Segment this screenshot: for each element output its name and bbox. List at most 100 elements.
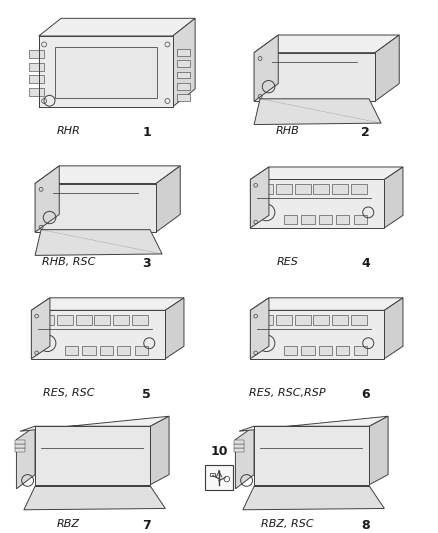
Polygon shape (173, 18, 195, 107)
FancyBboxPatch shape (319, 215, 332, 224)
Text: 10: 10 (210, 445, 228, 458)
Polygon shape (370, 416, 388, 484)
FancyBboxPatch shape (336, 346, 350, 355)
Polygon shape (385, 167, 403, 228)
FancyBboxPatch shape (132, 315, 148, 325)
FancyBboxPatch shape (82, 346, 95, 355)
FancyBboxPatch shape (276, 315, 292, 325)
Text: 3: 3 (142, 257, 151, 270)
FancyBboxPatch shape (284, 215, 297, 224)
FancyBboxPatch shape (234, 444, 244, 448)
FancyBboxPatch shape (234, 448, 244, 453)
Polygon shape (156, 166, 180, 232)
FancyBboxPatch shape (284, 346, 297, 355)
Polygon shape (251, 298, 403, 310)
Text: 8: 8 (361, 519, 370, 532)
FancyBboxPatch shape (75, 315, 92, 325)
FancyBboxPatch shape (319, 346, 332, 355)
FancyBboxPatch shape (257, 315, 273, 325)
FancyBboxPatch shape (38, 315, 54, 325)
Polygon shape (254, 99, 381, 125)
FancyBboxPatch shape (254, 53, 375, 101)
FancyBboxPatch shape (134, 346, 148, 355)
FancyBboxPatch shape (276, 184, 292, 194)
FancyBboxPatch shape (177, 71, 190, 78)
FancyBboxPatch shape (94, 315, 110, 325)
Polygon shape (236, 426, 254, 489)
Text: 5: 5 (142, 388, 151, 401)
Text: 2: 2 (361, 126, 370, 139)
FancyBboxPatch shape (57, 315, 73, 325)
Polygon shape (254, 35, 278, 101)
Polygon shape (17, 426, 35, 489)
Polygon shape (151, 416, 169, 484)
Text: RES, RSC: RES, RSC (43, 388, 94, 398)
Polygon shape (251, 298, 269, 359)
Text: 7: 7 (142, 519, 151, 532)
FancyBboxPatch shape (251, 310, 385, 359)
Polygon shape (385, 298, 403, 359)
FancyBboxPatch shape (351, 184, 367, 194)
FancyBboxPatch shape (251, 180, 385, 228)
Polygon shape (32, 298, 50, 359)
Text: RHB: RHB (276, 126, 300, 136)
Text: RES: RES (277, 257, 298, 267)
Polygon shape (35, 166, 59, 232)
FancyBboxPatch shape (336, 215, 350, 224)
FancyBboxPatch shape (294, 315, 311, 325)
FancyBboxPatch shape (29, 50, 44, 58)
FancyBboxPatch shape (65, 346, 78, 355)
Text: RBZ: RBZ (57, 519, 80, 529)
Polygon shape (24, 486, 166, 510)
FancyBboxPatch shape (313, 184, 329, 194)
Text: RBZ, RSC: RBZ, RSC (261, 519, 314, 529)
FancyBboxPatch shape (353, 215, 367, 224)
FancyBboxPatch shape (29, 88, 44, 96)
FancyBboxPatch shape (177, 94, 190, 101)
Polygon shape (39, 18, 195, 36)
FancyBboxPatch shape (313, 315, 329, 325)
FancyBboxPatch shape (301, 215, 314, 224)
Polygon shape (35, 230, 162, 255)
FancyBboxPatch shape (205, 465, 233, 490)
Text: RHR: RHR (57, 126, 81, 136)
FancyBboxPatch shape (332, 184, 348, 194)
FancyBboxPatch shape (353, 346, 367, 355)
FancyBboxPatch shape (117, 346, 131, 355)
FancyBboxPatch shape (332, 315, 348, 325)
Text: 4: 4 (361, 257, 370, 270)
FancyBboxPatch shape (254, 426, 370, 484)
FancyBboxPatch shape (210, 473, 215, 477)
Polygon shape (166, 298, 184, 359)
FancyBboxPatch shape (35, 183, 156, 232)
FancyBboxPatch shape (351, 315, 367, 325)
Polygon shape (251, 167, 269, 228)
FancyBboxPatch shape (29, 76, 44, 83)
FancyBboxPatch shape (234, 440, 244, 444)
FancyBboxPatch shape (39, 36, 173, 107)
Polygon shape (243, 486, 385, 510)
Polygon shape (254, 35, 399, 53)
FancyBboxPatch shape (177, 60, 190, 67)
Text: 6: 6 (361, 388, 370, 401)
FancyBboxPatch shape (301, 346, 314, 355)
Text: RHB, RSC: RHB, RSC (42, 257, 95, 267)
FancyBboxPatch shape (100, 346, 113, 355)
Polygon shape (251, 167, 403, 180)
Polygon shape (375, 35, 399, 101)
Polygon shape (239, 416, 388, 431)
FancyBboxPatch shape (113, 315, 129, 325)
FancyBboxPatch shape (15, 440, 25, 444)
Text: RES, RSC,RSP: RES, RSC,RSP (249, 388, 326, 398)
Text: 1: 1 (142, 126, 151, 139)
FancyBboxPatch shape (35, 426, 151, 484)
FancyBboxPatch shape (15, 448, 25, 453)
FancyBboxPatch shape (55, 47, 157, 98)
FancyBboxPatch shape (15, 444, 25, 448)
FancyBboxPatch shape (257, 184, 273, 194)
Polygon shape (35, 166, 180, 183)
FancyBboxPatch shape (29, 63, 44, 70)
Polygon shape (32, 298, 184, 310)
Polygon shape (20, 416, 169, 431)
FancyBboxPatch shape (177, 49, 190, 56)
